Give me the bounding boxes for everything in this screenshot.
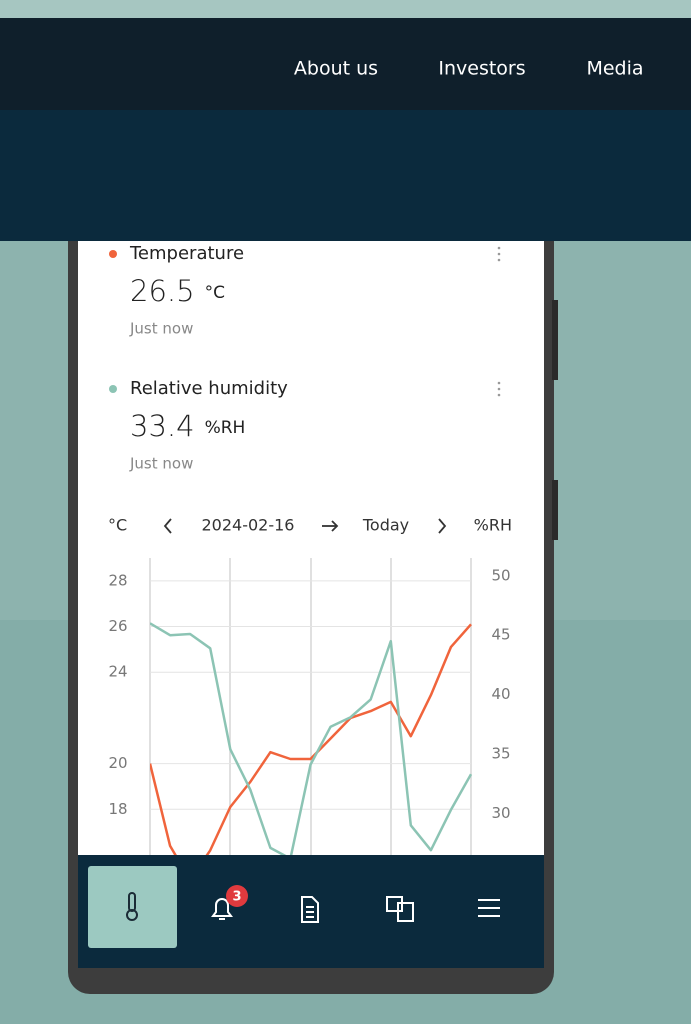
- y-tick-label: 20: [108, 754, 127, 772]
- thermometer-icon[interactable]: [126, 909, 138, 921]
- status-dot: [109, 385, 117, 393]
- document-icon[interactable]: [301, 896, 319, 923]
- series-line: [150, 623, 472, 855]
- y-tick-label: 24: [108, 663, 127, 681]
- left-unit: °C: [108, 516, 127, 535]
- y2-tick-label: 40: [491, 685, 510, 703]
- y2-tick-label: 50: [491, 566, 510, 584]
- next-icon[interactable]: [438, 518, 447, 534]
- right-unit: %RH: [474, 516, 512, 535]
- nav-link[interactable]: About us: [294, 58, 378, 80]
- phone-button: [552, 480, 558, 540]
- y2-tick-label: 35: [491, 745, 510, 763]
- more-icon[interactable]: [497, 252, 501, 256]
- card-title: Relative humidity: [130, 378, 288, 399]
- card-title: Temperature: [129, 243, 244, 264]
- series-line: [150, 622, 472, 855]
- y2-tick-label: 30: [491, 804, 510, 822]
- plot: [150, 622, 472, 855]
- card-reading: 26.5 °C: [130, 274, 225, 308]
- status-dot: [109, 250, 117, 258]
- y-tick-label: 28: [108, 571, 127, 589]
- card-value: 33.4: [130, 409, 195, 443]
- phone-button: [552, 300, 558, 380]
- card-time: Just now: [129, 455, 193, 473]
- prev-icon[interactable]: [163, 518, 172, 534]
- more-icon[interactable]: [497, 381, 501, 385]
- more-icon[interactable]: [497, 393, 501, 397]
- devices-icon[interactable]: [397, 902, 414, 922]
- card-value: 26.5: [130, 274, 195, 308]
- y-tick-label: 18: [108, 800, 127, 818]
- badge: [226, 885, 248, 907]
- more-icon[interactable]: [497, 246, 501, 250]
- y-tick-label: 26: [108, 617, 127, 635]
- badge-count: 3: [232, 890, 241, 905]
- more-icon[interactable]: [497, 387, 501, 391]
- nav-link[interactable]: Investors: [438, 58, 525, 80]
- card-unit: %RH: [205, 418, 246, 438]
- nav-icons: [126, 892, 500, 923]
- top-strip: [0, 0, 691, 18]
- hero-band: [0, 110, 691, 241]
- nav-link[interactable]: Media: [586, 58, 643, 80]
- chart-header-icons: [163, 518, 447, 534]
- nav-selected[interactable]: [88, 866, 177, 948]
- card-unit: °C: [205, 283, 225, 303]
- bell-icon[interactable]: [211, 898, 233, 920]
- y2-tick-label: 45: [491, 626, 510, 644]
- date[interactable]: 2024-02-16: [202, 516, 295, 535]
- nav-bar: [0, 18, 691, 110]
- phone-content: Temperature 26.5 °C Just now Relative humidi…: [108, 243, 512, 855]
- menu-icon[interactable]: [478, 899, 500, 917]
- arrow-icon: [331, 520, 339, 532]
- today[interactable]: Today: [362, 516, 409, 535]
- more-icon[interactable]: [497, 258, 501, 262]
- card-time: Just now: [129, 320, 193, 338]
- card-reading: 33.4 %RH: [130, 409, 245, 443]
